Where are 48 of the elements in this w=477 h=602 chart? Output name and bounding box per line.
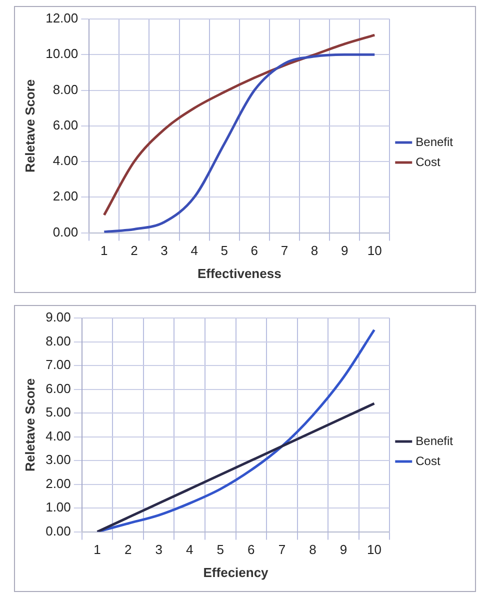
y-tick-label: 0.00: [46, 523, 71, 538]
x-tick-label: 5: [216, 542, 224, 558]
x-tick-label: 2: [130, 243, 138, 258]
y-tick-label: 2.00: [52, 188, 78, 204]
y-tick-label: 3.00: [46, 452, 71, 468]
x-tick-label: 8: [309, 542, 316, 558]
y-tick-label: 4.00: [46, 428, 71, 444]
y-tick-label: 1.00: [46, 500, 71, 515]
y-tick-label: 8.00: [46, 333, 71, 348]
x-tick-label: 7: [280, 243, 288, 258]
x-tick-label: 5: [220, 243, 228, 258]
y-axis-title: Reletave Score: [22, 79, 38, 173]
y-tick-label: 9.00: [46, 310, 71, 325]
legend-label: Cost: [416, 154, 441, 169]
y-tick-label: 6.00: [52, 117, 78, 132]
x-tick-label: 7: [278, 542, 286, 558]
x-axis-title: Effectiveness: [197, 266, 282, 281]
x-tick-label: 8: [310, 243, 318, 258]
x-tick-label: 9: [340, 542, 348, 558]
x-tick-label: 10: [367, 243, 382, 258]
y-tick-label: 2.00: [46, 476, 71, 491]
y-tick-label: 4.00: [52, 153, 78, 168]
y-axis-title: Reletave Score: [22, 378, 38, 472]
x-tick-label: 3: [155, 542, 162, 558]
x-tick-label: 3: [160, 243, 168, 258]
y-tick-label: 6.00: [46, 380, 71, 396]
y-tick-label: 7.00: [46, 357, 71, 372]
legend-label: Cost: [416, 454, 441, 468]
legend-label: Benefit: [416, 434, 454, 448]
x-tick-label: 10: [367, 542, 382, 558]
y-tick-label: 12.00: [46, 10, 78, 26]
x-tick-label: 4: [186, 542, 194, 558]
y-tick-label: 0.00: [52, 224, 78, 240]
x-tick-label: 6: [248, 542, 255, 558]
x-tick-label: 1: [100, 243, 108, 258]
x-axis-title: Effeciency: [203, 564, 270, 580]
x-tick-label: 2: [124, 542, 132, 558]
x-tick-label: 4: [190, 243, 198, 258]
y-tick-label: 5.00: [46, 404, 71, 420]
line-series: [102, 53, 376, 233]
line-series: [102, 34, 376, 216]
x-tick-label: 6: [250, 243, 258, 258]
line-series: [96, 402, 376, 532]
x-tick-label: 9: [340, 243, 348, 258]
y-tick-label: 8.00: [52, 82, 78, 97]
x-tick-label: 1: [94, 542, 101, 558]
legend-label: Benefit: [416, 134, 454, 149]
y-tick-label: 10.00: [46, 46, 78, 62]
